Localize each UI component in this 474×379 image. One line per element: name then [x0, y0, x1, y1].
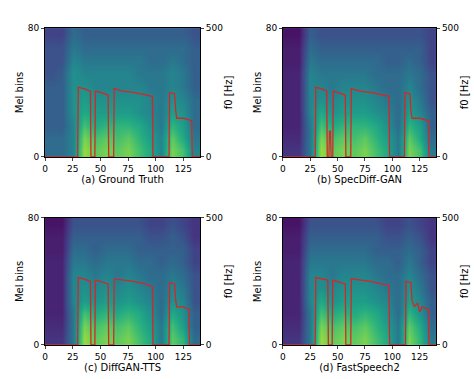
- svg-text:Mel bins: Mel bins: [252, 261, 263, 302]
- svg-text:50: 50: [332, 164, 344, 174]
- svg-text:125: 125: [175, 164, 192, 174]
- svg-text:500: 500: [442, 213, 459, 223]
- svg-text:(d) FastSpeech2: (d) FastSpeech2: [319, 362, 400, 373]
- svg-text:0: 0: [280, 352, 286, 362]
- svg-text:50: 50: [95, 164, 107, 174]
- svg-text:f0 [Hz]: f0 [Hz]: [459, 76, 470, 110]
- svg-text:100: 100: [384, 164, 401, 174]
- svg-text:50: 50: [95, 352, 107, 362]
- svg-text:(b) SpecDiff-GAN: (b) SpecDiff-GAN: [317, 174, 402, 185]
- svg-text:Mel bins: Mel bins: [14, 261, 25, 302]
- svg-text:0: 0: [442, 340, 448, 350]
- svg-text:25: 25: [67, 352, 78, 362]
- svg-text:80: 80: [28, 213, 40, 223]
- svg-text:75: 75: [359, 164, 370, 174]
- svg-text:0: 0: [206, 340, 212, 350]
- svg-text:(c) DiffGAN-TTS: (c) DiffGAN-TTS: [84, 362, 161, 373]
- svg-text:0: 0: [271, 340, 277, 350]
- svg-text:500: 500: [206, 23, 223, 33]
- svg-text:f0 [Hz]: f0 [Hz]: [223, 264, 234, 298]
- svg-text:25: 25: [67, 164, 78, 174]
- svg-text:0: 0: [42, 352, 48, 362]
- svg-text:125: 125: [411, 352, 428, 362]
- svg-text:500: 500: [442, 23, 459, 33]
- svg-text:0: 0: [280, 164, 286, 174]
- svg-text:f0 [Hz]: f0 [Hz]: [223, 76, 234, 110]
- svg-text:0: 0: [33, 152, 39, 162]
- svg-text:100: 100: [147, 352, 164, 362]
- svg-text:Mel bins: Mel bins: [14, 72, 25, 113]
- svg-text:125: 125: [175, 352, 192, 362]
- svg-text:0: 0: [33, 340, 39, 350]
- svg-text:50: 50: [332, 352, 344, 362]
- svg-text:f0 [Hz]: f0 [Hz]: [459, 264, 470, 298]
- svg-text:75: 75: [359, 352, 370, 362]
- svg-text:0: 0: [42, 164, 48, 174]
- svg-text:0: 0: [442, 152, 448, 162]
- svg-text:Mel bins: Mel bins: [252, 72, 263, 113]
- svg-text:100: 100: [147, 164, 164, 174]
- svg-text:0: 0: [206, 152, 212, 162]
- svg-text:100: 100: [384, 352, 401, 362]
- svg-text:0: 0: [271, 152, 277, 162]
- svg-text:75: 75: [122, 164, 133, 174]
- svg-text:125: 125: [411, 164, 428, 174]
- svg-text:25: 25: [305, 352, 316, 362]
- svg-text:500: 500: [206, 213, 223, 223]
- svg-text:(a) Ground Truth: (a) Ground Truth: [81, 174, 163, 185]
- svg-text:25: 25: [305, 164, 316, 174]
- svg-text:80: 80: [266, 23, 278, 33]
- svg-text:80: 80: [266, 213, 278, 223]
- svg-text:80: 80: [28, 23, 40, 33]
- svg-text:75: 75: [122, 352, 133, 362]
